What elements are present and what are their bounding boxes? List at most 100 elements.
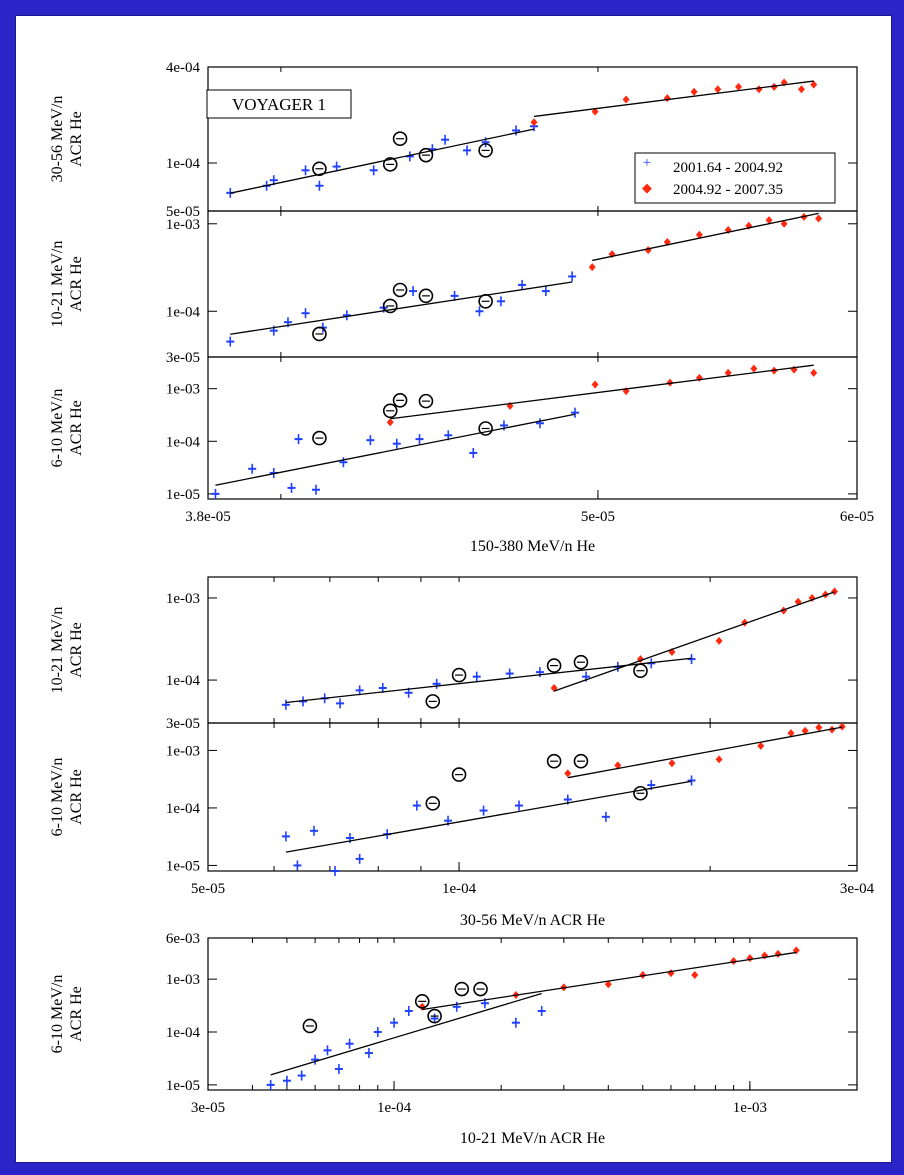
circled-point	[427, 1008, 442, 1024]
y-tick-label: 5e-05	[166, 204, 200, 220]
plot-frame	[207, 356, 858, 500]
data-point	[810, 80, 818, 89]
circled-point	[454, 981, 470, 997]
circled-point	[478, 143, 493, 158]
series-2	[418, 946, 800, 1011]
circled-point	[573, 753, 589, 769]
y-tick-label: 1e-05	[166, 487, 200, 503]
y-tick-label: 1e-05	[166, 1078, 200, 1094]
data-point	[780, 219, 788, 228]
circled-point	[425, 694, 441, 709]
y-tick-label: 1e-03	[166, 382, 200, 398]
data-point	[750, 364, 758, 373]
data-point	[715, 636, 723, 645]
data-point	[604, 980, 612, 989]
x-axis-label: 30-56 MeV/n ACR He	[460, 912, 605, 929]
y-tick-label: 1e-04	[166, 156, 201, 172]
fit-line	[592, 212, 819, 262]
circled-point	[392, 131, 408, 147]
y-tick-label: 1e-03	[166, 743, 200, 759]
plot-frame	[207, 937, 858, 1091]
x-tick-label: 6e-05	[840, 509, 874, 525]
data-point	[564, 769, 572, 778]
circled-point	[425, 796, 441, 811]
x-tick-label: 3e-04	[840, 881, 875, 897]
y-axis-label: ACR He	[68, 622, 85, 678]
circled-point	[418, 393, 434, 409]
data-point	[591, 380, 599, 389]
series-2	[386, 364, 818, 427]
circled-point	[573, 654, 589, 670]
chart-panel-6: 6e-03 1e-03 1e-04 1e-05 3e-05 1e-04 1e-03 6-10 …	[49, 931, 858, 1116]
data-point	[730, 957, 738, 966]
label-box	[206, 89, 352, 119]
y-tick-label: 1e-05	[166, 858, 200, 874]
series-3	[312, 131, 493, 177]
x-axis-label: 10-21 MeV/n ACR He	[460, 1130, 605, 1147]
data-point	[815, 723, 823, 732]
x-tick-label: 1e-04	[377, 1100, 412, 1116]
series-2	[564, 722, 846, 779]
y-tick-label: 1e-03	[166, 217, 200, 233]
circled-point	[382, 298, 398, 314]
y-tick-label: 1e-03	[166, 972, 200, 988]
legend: + 2001.64 - 2004.92 ◆ 2004.92 - 2007.35	[634, 152, 836, 204]
data-point	[838, 722, 846, 731]
circled-point	[478, 293, 493, 309]
y-tick-label: 3e-05	[166, 350, 200, 366]
data-point	[755, 85, 763, 94]
legend-marker-2: ◆	[642, 180, 652, 195]
y-tick-label: 1e-03	[166, 591, 200, 607]
circled-point	[451, 767, 467, 782]
slide-background: 4e-04 1e-04 5e-05 30-56 MeV/n ACR He 1e-03 1e-…	[15, 15, 892, 1163]
circled-point	[451, 667, 467, 683]
data-point	[591, 107, 599, 116]
data-point	[774, 949, 782, 958]
x-tick-label: 5e-05	[191, 881, 225, 897]
series-1	[281, 654, 696, 710]
series-1	[226, 121, 539, 198]
circled-point	[382, 403, 398, 419]
circled-point	[392, 282, 408, 298]
fit-line	[533, 80, 814, 118]
data-point	[746, 954, 754, 963]
y-axis-label: 10-21 MeV/n	[49, 241, 66, 328]
legend-box	[634, 152, 836, 204]
y-axis-label: 10-21 MeV/n	[49, 607, 66, 694]
data-point	[663, 94, 671, 103]
series-2	[550, 587, 839, 693]
y-tick-label: 1e-04	[166, 673, 201, 689]
y-axis-label: 6-10 MeV/n	[49, 975, 66, 1054]
data-point	[765, 216, 773, 225]
fit-line	[567, 726, 843, 779]
data-point	[810, 368, 818, 377]
y-tick-label: 1e-04	[166, 1025, 201, 1041]
fit-line	[230, 281, 573, 335]
figure-label: VOYAGER 1	[232, 95, 326, 114]
circled-point	[302, 1018, 318, 1034]
fit-line	[270, 992, 542, 1076]
fit-line	[230, 128, 535, 194]
series-3	[302, 981, 488, 1034]
x-tick-label: 5e-05	[581, 509, 615, 525]
circled-point	[633, 663, 648, 679]
circled-point	[546, 658, 562, 673]
data-point	[787, 729, 795, 738]
x-tick-label: 1e-04	[442, 881, 477, 897]
fit-line	[390, 364, 814, 420]
legend-marker-1: +	[643, 155, 651, 171]
y-axis-label: 30-56 MeV/n	[49, 96, 66, 183]
fit-line	[422, 951, 797, 1011]
data-point	[622, 95, 630, 104]
data-point	[797, 85, 805, 94]
y-axis-label: ACR He	[68, 111, 85, 167]
fit-line	[215, 413, 576, 486]
y-tick-label: 1e-04	[166, 801, 201, 817]
data-point	[695, 230, 703, 239]
series-1	[281, 775, 696, 876]
data-point	[530, 118, 538, 127]
data-point	[690, 87, 698, 96]
y-tick-label: 3e-05	[166, 716, 200, 732]
circled-point	[478, 421, 493, 436]
